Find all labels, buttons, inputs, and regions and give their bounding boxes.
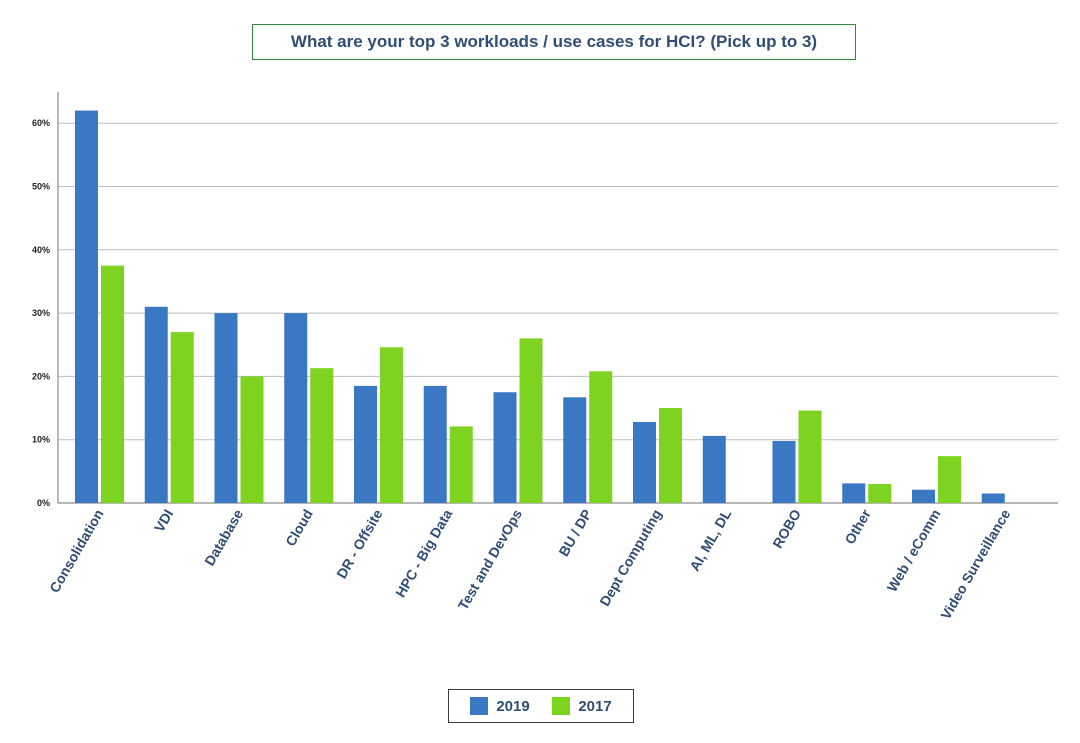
x-category-label: DR - Offsite	[333, 506, 385, 581]
bar-2019-bu-dp	[563, 397, 587, 503]
y-tick-label: 20%	[32, 371, 50, 381]
bar-2019-hpc-big-data	[423, 385, 447, 503]
x-category-label: Cloud	[282, 507, 316, 549]
bar-2019-vdi	[144, 306, 168, 503]
bar-2017-test-and-devops	[519, 338, 543, 503]
y-tick-label: 30%	[32, 308, 50, 318]
bar-2017-dept-computing	[659, 408, 682, 503]
legend-item-series-1: 2019	[470, 697, 530, 715]
bar-2019-web-ecomm	[912, 489, 935, 503]
x-category-label: VDI	[151, 507, 177, 535]
y-tick-label: 60%	[32, 118, 50, 128]
bar-2017-vdi	[170, 332, 194, 503]
legend: 2019 2017	[448, 689, 634, 723]
bar-2017-dr-offsite	[380, 347, 403, 503]
x-category-label: Database	[201, 506, 246, 568]
legend-swatch-series-2	[552, 697, 571, 715]
x-category-label: Video Surveillance	[937, 506, 1013, 622]
bar-2019-robo	[772, 440, 796, 503]
x-category-label: Web / eComm	[884, 507, 944, 595]
bar-2019-other	[842, 483, 866, 503]
x-category-label: ROBO	[769, 506, 804, 550]
bar-2017-consolidation	[101, 265, 124, 503]
y-tick-label: 50%	[32, 182, 50, 192]
chart-title: What are your top 3 workloads / use case…	[252, 24, 856, 60]
y-tick-label: 40%	[32, 245, 50, 255]
x-category-label: Test and DevOps	[455, 506, 526, 612]
bar-2019-consolidation	[75, 110, 98, 503]
x-category-label: Other	[841, 506, 874, 547]
y-axis-ticks: 0% 10% 20% 30% 40% 50% 60%	[32, 118, 50, 508]
legend-label-series-1: 2019	[496, 697, 530, 715]
bar-2017-database	[240, 376, 264, 503]
gridlines	[58, 122, 1058, 441]
bars	[75, 110, 1005, 503]
y-tick-label: 10%	[32, 435, 50, 445]
axes	[57, 92, 1058, 504]
y-tick-label: 0%	[37, 498, 50, 508]
x-category-label: Dept Computing	[596, 507, 664, 609]
bar-2019-ai-ml-dl	[702, 435, 726, 503]
bar-2019-database	[214, 313, 238, 503]
bar-2017-cloud	[310, 368, 334, 503]
bar-2019-dr-offsite	[354, 385, 377, 503]
bar-2019-video-surveillance	[981, 493, 1005, 503]
bar-2017-web-ecomm	[938, 456, 961, 503]
bar-2019-test-and-devops	[493, 392, 517, 503]
bar-2017-other	[868, 484, 892, 503]
bar-2017-bu-dp	[589, 371, 613, 503]
x-category-label: Consolidation	[46, 507, 107, 596]
legend-label-series-2: 2017	[578, 697, 612, 715]
bar-2017-robo	[798, 410, 822, 503]
bar-2019-dept-computing	[633, 421, 656, 503]
legend-swatch-series-1	[470, 697, 489, 715]
x-category-label: AI, ML, DL	[686, 506, 734, 574]
x-axis-categories: Consolidation VDI Database Cloud DR - Offsit…	[46, 506, 1013, 622]
bar-2019-cloud	[284, 313, 308, 503]
legend-item-series-2: 2017	[552, 697, 612, 715]
bar-2017-hpc-big-data	[449, 426, 473, 503]
x-category-label: HPC - Big Data	[392, 506, 455, 600]
bar-chart-plot: 0% 10% 20% 30% 40% 50% 60% Consolidation VDI Dat…	[32, 92, 1058, 622]
x-category-label: BU / DP	[555, 507, 595, 559]
